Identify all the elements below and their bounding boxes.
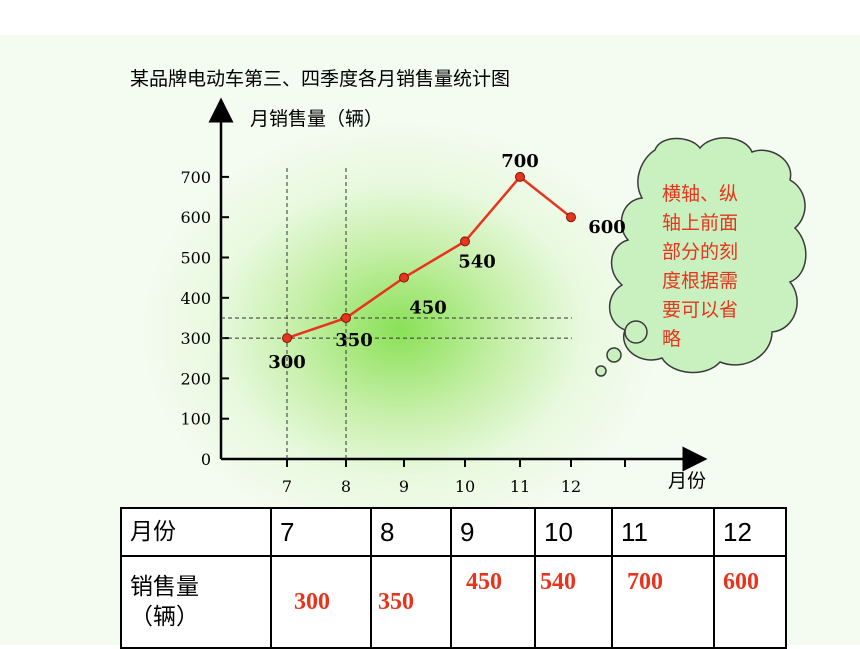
data-label: 350 — [335, 330, 373, 351]
y-tick-label: 500 — [180, 249, 211, 268]
table-month-cell: 7 — [270, 507, 372, 557]
callout-text-line: 轴上前面 — [662, 212, 738, 234]
data-point — [515, 171, 525, 182]
data-point — [399, 272, 409, 283]
table-month-cell: 11 — [611, 507, 715, 557]
table-row-label: 销售量 （辆） — [120, 555, 272, 649]
table-month-cell: 9 — [450, 507, 536, 557]
slide-top-band — [0, 0, 860, 35]
data-label: 450 — [409, 298, 447, 319]
callout-bubble-large — [624, 320, 648, 344]
callout-bubble-small — [595, 365, 607, 377]
x-tick-label: 10 — [455, 477, 475, 496]
y-tick-label: 0 — [201, 450, 211, 469]
x-tick-label: 8 — [341, 477, 351, 496]
callout-text-line: 要可以省 — [662, 299, 738, 321]
data-point — [566, 212, 576, 223]
data-point — [341, 312, 351, 323]
data-point — [282, 333, 292, 344]
data-label: 600 — [588, 217, 626, 238]
table-value-cell: 700 — [611, 555, 715, 649]
x-tick-label: 7 — [282, 477, 292, 496]
table-value-cell: 350 — [370, 555, 452, 649]
callout-text-line: 略 — [662, 328, 681, 350]
table-value-cell: 600 — [713, 555, 787, 649]
callout-cloud-shape — [608, 137, 807, 374]
table-value-cell: 540 — [534, 555, 613, 649]
y-axis-label: 月销售量（辆） — [250, 108, 384, 130]
callout-text-line: 横轴、纵 — [662, 183, 738, 205]
y-tick-label: 200 — [180, 369, 211, 388]
data-label: 700 — [501, 151, 539, 172]
table-header-row: 月份 7 8 9 10 11 12 — [120, 507, 787, 557]
row-label-line2: （辆） — [130, 604, 199, 630]
x-axis-label: 月份 — [668, 470, 706, 492]
series-line — [286, 175, 572, 340]
callout-bubble-medium — [606, 347, 622, 363]
y-tick-label: 300 — [180, 329, 211, 348]
callout-text-line: 部分的刻 — [662, 241, 738, 263]
chart-title: 某品牌电动车第三、四季度各月销售量统计图 — [130, 68, 511, 90]
table-value-cell: 450 — [450, 555, 536, 649]
y-tick-label: 400 — [180, 289, 211, 308]
y-tick-label: 600 — [180, 208, 211, 227]
data-label: 540 — [458, 251, 496, 272]
line-chart: 0 100 200 300 400 500 600 700 7 8 9 10 11 12 月份 横轴、纵轴上… — [180, 97, 807, 496]
data-point — [460, 236, 470, 247]
x-tick-label: 9 — [399, 477, 409, 496]
table-month-cell: 8 — [370, 507, 452, 557]
y-tick-label: 700 — [180, 168, 211, 187]
sales-table: 月份 7 8 9 10 11 12 销售量 （辆） 300 350 450 54… — [120, 507, 787, 649]
x-tick-label: 11 — [510, 477, 530, 496]
y-tick-label: 100 — [180, 410, 211, 429]
table-value-cell: 300 — [270, 555, 372, 649]
row-label-line1: 销售量 — [130, 574, 199, 600]
table-value-row: 销售量 （辆） 300 350 450 540 700 600 — [120, 555, 787, 649]
table-month-cell: 10 — [534, 507, 613, 557]
table-header-label: 月份 — [120, 507, 272, 557]
x-tick-label: 12 — [561, 477, 581, 496]
table-month-cell: 12 — [713, 507, 787, 557]
data-label: 300 — [268, 352, 306, 373]
callout-text-line: 度根据需 — [662, 270, 738, 292]
